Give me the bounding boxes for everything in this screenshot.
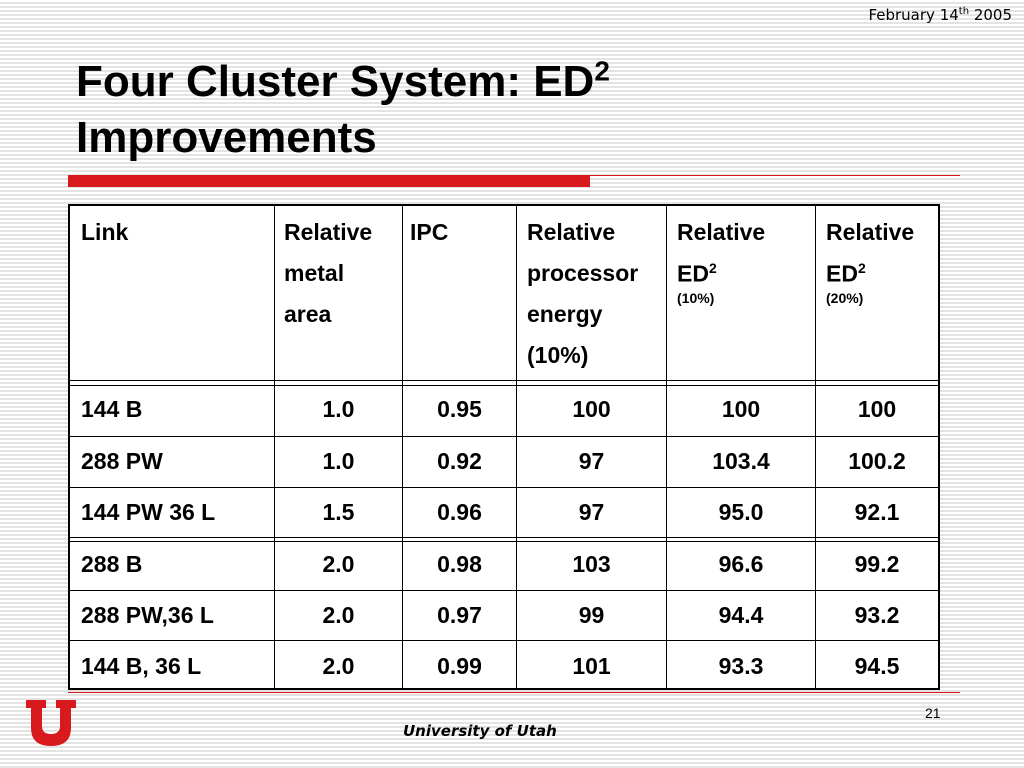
column-divider (815, 206, 816, 688)
footer-rule (68, 692, 960, 693)
column-divider (274, 206, 275, 688)
row-energy-cell: 101 (572, 653, 611, 679)
row-metal-area-cell: 2.0 (322, 653, 355, 679)
row-energy-cell: 103 (572, 551, 611, 577)
row-ed2-10-cell: 103.4 (712, 448, 770, 474)
row-ipc-cell: 0.99 (437, 653, 482, 679)
row-energy-cell: 97 (578, 499, 605, 525)
title-underline-thin (590, 175, 960, 176)
column-divider (666, 206, 667, 688)
group-divider (70, 537, 938, 538)
header-divider (70, 385, 938, 386)
row-ipc-cell: 0.97 (437, 602, 482, 628)
row-ed2-10-cell: 94.4 (718, 602, 764, 628)
row-divider (70, 640, 938, 641)
row-ed2-20-cell: 93.2 (854, 602, 900, 628)
row-ipc-cell: 0.96 (437, 499, 482, 525)
row-divider (70, 487, 938, 488)
row-ed2-20-cell: 100 (857, 396, 897, 422)
row-ed2-20-cell: 94.5 (854, 653, 900, 679)
group-divider (70, 541, 938, 542)
header-relative-metal-area: Relative metal area (284, 219, 373, 327)
row-ed2-20-cell: 100.2 (848, 448, 906, 474)
footer-university: University of Utah (403, 722, 557, 740)
row-link-cell: 288 PW (81, 448, 163, 474)
row-ed2-20-cell: 99.2 (854, 551, 900, 577)
row-metal-area-cell: 1.5 (322, 499, 355, 525)
row-link-cell: 288 B (81, 551, 143, 577)
title-underline (68, 175, 590, 187)
page-number: 21 (925, 705, 941, 721)
header-ipc: IPC (410, 219, 449, 245)
slide-date: February 14th 2005 (868, 6, 1012, 24)
header-relative-ed2-10: Relative ED2 (10%) (677, 219, 766, 306)
row-ipc-cell: 0.98 (437, 551, 482, 577)
row-energy-cell: 100 (572, 396, 611, 422)
header-link: Link (81, 219, 129, 245)
row-link-cell: 288 PW,36 L (81, 602, 214, 628)
column-divider (402, 206, 403, 688)
slide-title: Four Cluster System: ED2 Improvements (76, 55, 610, 162)
row-link-cell: 144 PW 36 L (81, 499, 216, 525)
row-ipc-cell: 0.95 (437, 396, 482, 422)
header-relative-processor-energy: Relative processor energy (10%) (527, 219, 639, 368)
university-logo-icon (26, 700, 76, 746)
row-ed2-10-cell: 96.6 (718, 551, 764, 577)
row-metal-area-cell: 1.0 (322, 448, 355, 474)
row-divider (70, 590, 938, 591)
row-ed2-10-cell: 100 (721, 396, 761, 422)
row-energy-cell: 99 (578, 602, 605, 628)
results-table: Link Relative metal area IPC Relative pr… (68, 204, 940, 690)
row-metal-area-cell: 2.0 (322, 551, 355, 577)
row-ed2-10-cell: 95.0 (718, 499, 764, 525)
row-ed2-10-cell: 93.3 (718, 653, 764, 679)
row-metal-area-cell: 1.0 (322, 396, 355, 422)
header-relative-ed2-20: Relative ED2 (20%) (826, 219, 915, 306)
column-divider (516, 206, 517, 688)
row-divider (70, 436, 938, 437)
row-energy-cell: 97 (578, 448, 605, 474)
row-ed2-20-cell: 92.1 (854, 499, 900, 525)
row-link-cell: 144 B, 36 L (81, 653, 202, 679)
header-divider (70, 380, 938, 381)
row-metal-area-cell: 2.0 (322, 602, 355, 628)
row-link-cell: 144 B (81, 396, 143, 422)
row-ipc-cell: 0.92 (437, 448, 482, 474)
